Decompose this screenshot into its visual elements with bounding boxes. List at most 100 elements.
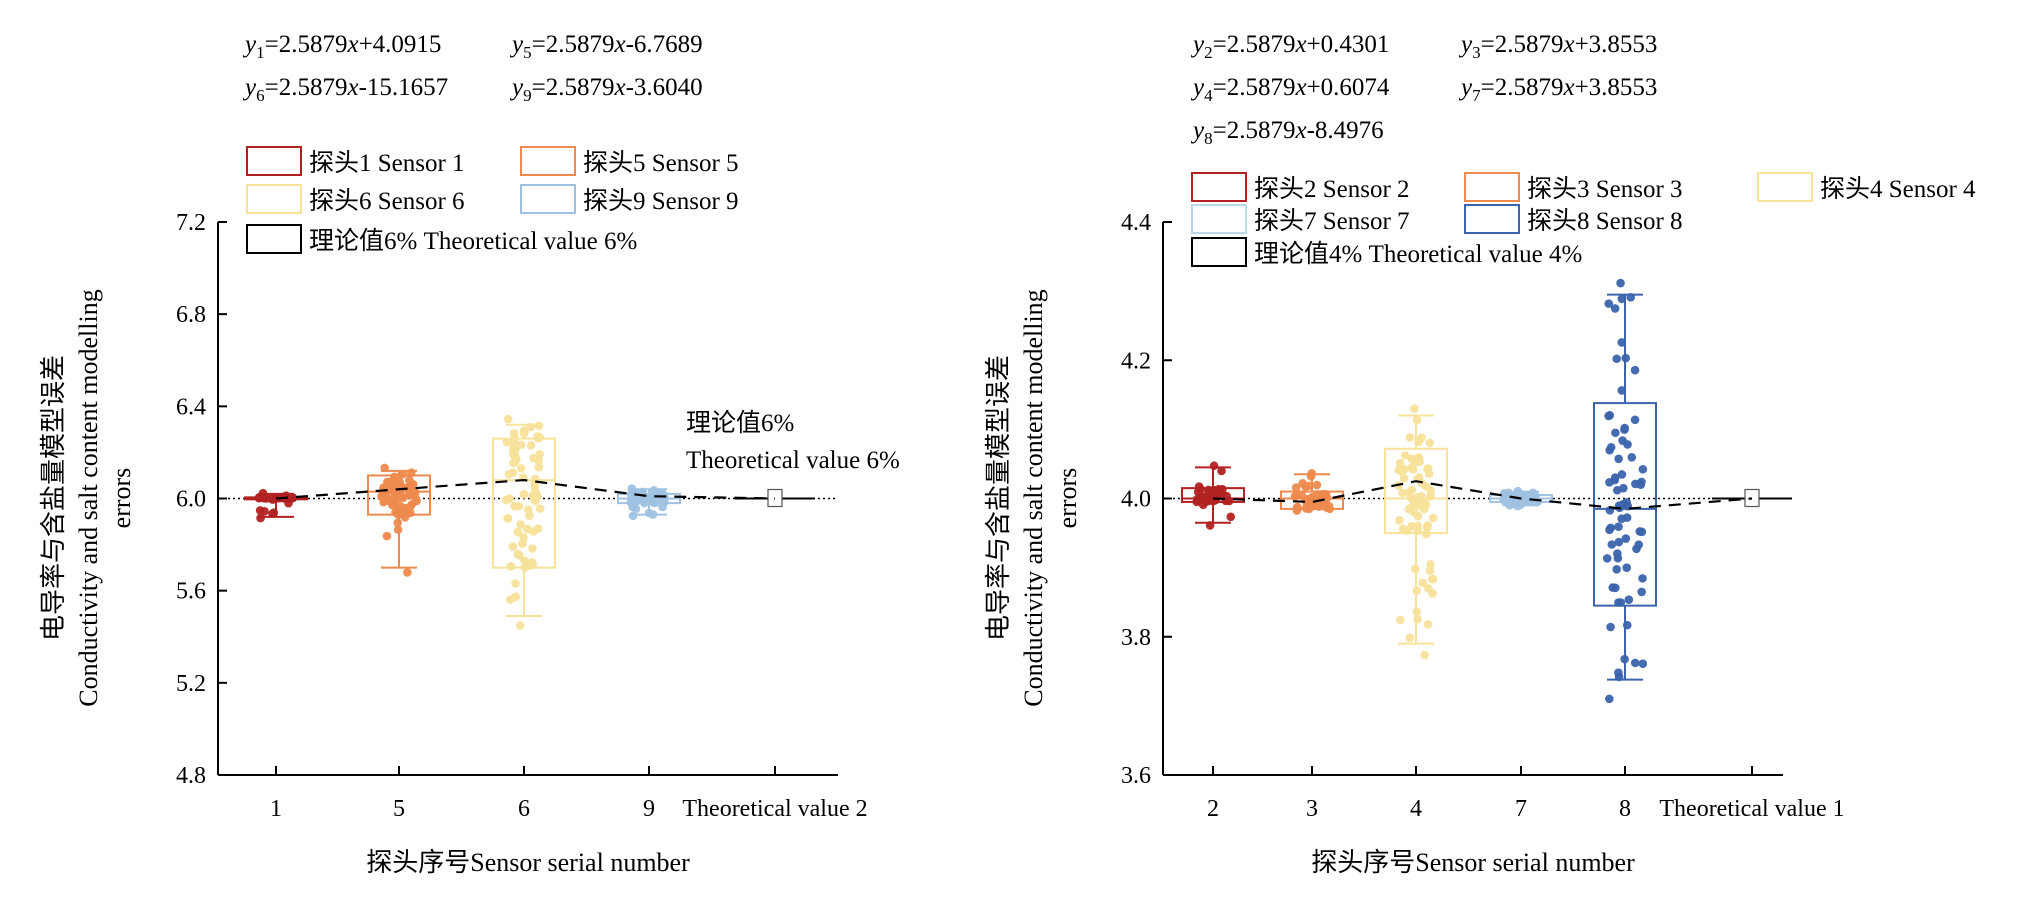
data-point [1306,472,1316,481]
data-point [1398,488,1407,498]
data-point [519,426,529,436]
data-point [1605,525,1614,535]
y-tick-label: 5.2 [176,671,206,697]
data-point [1616,278,1625,288]
data-point [510,433,519,443]
data-point [1508,499,1518,508]
data-point [626,498,636,507]
data-point [516,464,526,473]
data-point [1616,598,1626,607]
data-point [1405,433,1415,442]
y-tick-label: 6.8 [176,302,206,328]
data-point [380,463,389,473]
eq-coef: =2.5879 [1481,74,1564,101]
data-point [1426,486,1436,496]
eq-y: y [1190,74,1205,101]
data-point [1424,469,1434,478]
y-tick-label: 6.0 [176,487,206,513]
data-point [1619,483,1628,493]
data-point [1610,473,1620,482]
data-point [382,531,392,541]
data-point [503,414,513,424]
data-point [508,542,518,551]
eq-coef: =2.5879 [532,31,615,58]
eq-x: x [1562,31,1574,58]
regression-equation: y2=2.5879x+0.4301 [1190,31,1389,62]
eq-coef: =2.5879 [1481,31,1564,58]
data-point [1200,497,1210,506]
data-point [1621,534,1631,543]
y-axis-label-line: errors [107,468,136,529]
y-tick-label: 4.8 [176,763,206,789]
data-point [1612,564,1621,574]
data-point [1627,452,1637,462]
eq-x: x [1294,74,1306,101]
data-point [1293,502,1302,512]
legend-swatch [246,184,302,214]
eq-const: -15.1657 [359,74,449,101]
theoretical-annotation: Theoretical value 6% [686,447,900,474]
data-point [511,592,521,601]
legend-label: 探头4 Sensor 4 [1820,175,1976,203]
data-point [1637,527,1647,537]
y-axis-label-line: errors [1053,468,1082,529]
data-point [1399,474,1409,483]
data-point [515,621,525,630]
chart-panel-2: 3.6 3.8 4.0 4.2 4.4 2 3 4 7 8 Theoretical value 1 探… [984,31,1976,877]
data-point [1421,500,1431,510]
eq-const: +0.6074 [1307,74,1390,101]
regression-equation: y9=2.5879x-3.6040 [509,74,703,105]
eq-coef: =2.5879 [265,31,348,58]
eq-y: y [1458,74,1473,101]
legend-swatch [1757,172,1813,202]
data-point [1614,454,1623,464]
data-point [527,557,537,567]
data-point [1630,658,1640,668]
data-point [657,488,667,497]
data-point [1413,511,1423,521]
data-point [514,501,524,511]
eq-y: y [509,74,524,101]
data-point [1407,454,1417,464]
data-point [1414,473,1424,482]
data-point [1634,540,1644,549]
data-point [1499,488,1509,498]
data-point [255,506,265,515]
legend-swatch [520,146,576,176]
data-point [1412,586,1421,596]
data-point [504,469,514,479]
x-tick-label: Theoretical value 2 [682,796,867,822]
x-tick-label: 4 [1410,796,1422,822]
data-point [1304,481,1314,491]
data-point [1325,504,1335,514]
x-tick-label: 1 [270,796,282,822]
regression-equation: y5=2.5879x-6.7689 [509,31,703,62]
data-point [1226,512,1236,522]
data-point [510,452,520,461]
data-point [523,524,532,534]
data-point [1316,500,1326,510]
data-point [534,421,544,431]
data-point [1194,482,1204,491]
data-point [1607,540,1617,549]
box [1593,402,1657,607]
data-point [1301,495,1310,505]
data-point [1638,464,1648,474]
data-point [1415,457,1424,467]
box [492,437,556,569]
data-point [1205,521,1215,530]
data-point [1614,537,1624,547]
legend-swatch [246,224,302,254]
data-point [520,563,530,572]
data-point [1417,433,1426,443]
data-point [628,511,638,521]
data-point [1428,574,1438,584]
data-point [1606,442,1616,452]
data-point [1413,499,1422,509]
data-point [502,437,512,447]
data-point [1626,293,1636,302]
data-point [1617,470,1627,479]
eq-const: -3.6040 [626,74,703,101]
eq-x: x [346,74,358,101]
eq-y: y [1190,117,1205,144]
